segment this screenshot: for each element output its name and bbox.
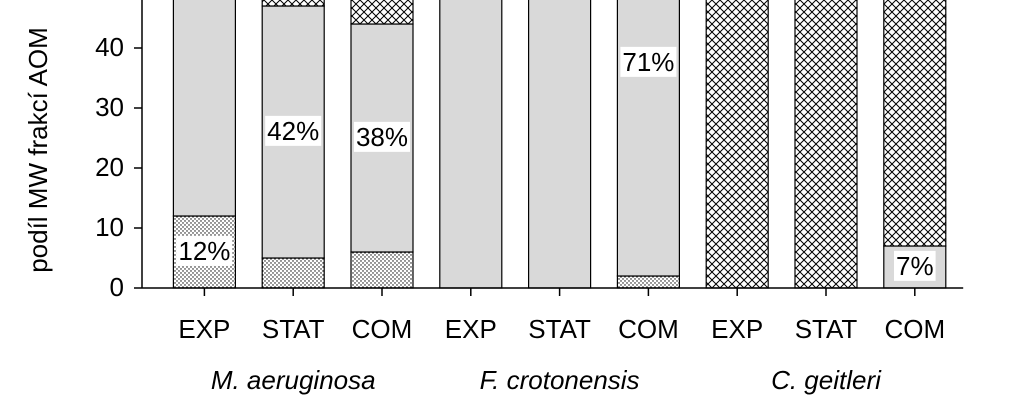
bar-segment <box>705 0 769 289</box>
bar-segment <box>527 0 592 289</box>
bar-segment <box>883 0 947 247</box>
y-tick-label: 10 <box>95 212 124 242</box>
bar-segment <box>350 0 414 25</box>
bar-segment <box>261 0 325 7</box>
value-label: 12% <box>178 236 230 266</box>
value-label: 7% <box>896 251 934 281</box>
value-label-bg <box>353 121 411 152</box>
bar-segment <box>794 0 858 289</box>
y-tick-label: 40 <box>95 32 124 62</box>
x-tick-label: STAT <box>262 314 325 344</box>
group-label: C. geitleri <box>771 365 882 395</box>
x-tick-label: STAT <box>528 314 591 344</box>
x-tick-label: STAT <box>795 314 858 344</box>
value-label: 38% <box>356 122 408 152</box>
bar-segment <box>350 251 414 289</box>
value-label-bg <box>620 46 677 77</box>
x-tick-label: COM <box>352 314 413 344</box>
bar-segment <box>261 257 325 289</box>
bar-segment <box>616 0 681 277</box>
bar-segment <box>172 0 236 217</box>
bar-segment <box>439 0 503 289</box>
annotations: 0 10 20 30 40 12% 42% 38% 71% 7% EXP STAT COM EXP STAT… <box>95 0 964 395</box>
x-tick-label: EXP <box>711 314 763 344</box>
value-label: 42% <box>267 116 319 146</box>
group-label: F. crotonensis <box>480 365 640 395</box>
value-label-bg <box>265 115 322 146</box>
y-tick-label: 0 <box>110 272 124 302</box>
bar-segment <box>616 275 681 289</box>
y-tick-label: 20 <box>95 152 124 182</box>
value-label-bg <box>176 235 233 266</box>
x-tick-label: EXP <box>445 314 497 344</box>
y-axis-label: podíl MW frakcí AOM <box>23 27 53 273</box>
x-tick-label: EXP <box>178 314 230 344</box>
value-label: 71% <box>622 47 674 77</box>
y-tick-label: 30 <box>95 92 124 122</box>
group-label: M. aeruginosa <box>211 365 376 395</box>
x-tick-label: COM <box>618 314 679 344</box>
value-label-bg <box>894 250 936 281</box>
x-tick-label: COM <box>884 314 945 344</box>
